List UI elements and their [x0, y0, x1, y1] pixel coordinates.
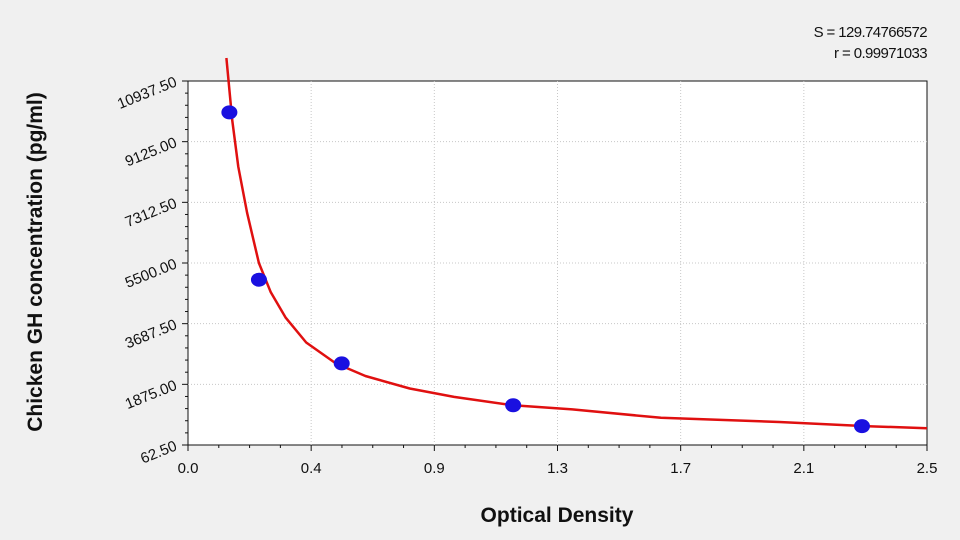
y-tick-label: 3687.50 — [123, 316, 180, 352]
data-point — [250, 272, 267, 287]
x-tick-label: 0.9 — [424, 460, 445, 477]
data-point — [333, 356, 350, 371]
minor-ticks — [182, 80, 928, 451]
data-point — [221, 105, 238, 120]
stat-r-value: r = 0.99971033 — [834, 45, 927, 62]
x-tick-label: 1.3 — [547, 460, 568, 477]
x-tick-label: 1.7 — [670, 460, 691, 477]
fit-curve-layer — [225, 57, 928, 430]
x-tick-label: 0.0 — [178, 460, 199, 477]
fit-curve — [225, 57, 928, 430]
stat-s-value: S = 129.74766572 — [814, 24, 928, 41]
y-tick-label: 10937.50 — [115, 74, 179, 113]
x-tick-label: 2.1 — [793, 460, 814, 477]
x-tick-label: 0.4 — [301, 460, 322, 477]
x-tick-label: 2.5 — [917, 460, 938, 477]
data-points — [221, 105, 870, 434]
y-tick-label: 1875.00 — [123, 377, 180, 413]
y-tick-label: 5500.00 — [123, 256, 180, 292]
x-axis-title: Optical Density — [481, 504, 634, 527]
y-axis-title: Chicken GH concentration (pg/ml) — [24, 92, 47, 432]
data-point — [505, 398, 522, 413]
data-point — [853, 419, 870, 434]
grid-lines — [188, 81, 927, 445]
y-tick-label: 62.50 — [138, 438, 179, 468]
y-tick-label: 7312.50 — [123, 195, 180, 231]
y-tick-label: 9125.00 — [123, 134, 180, 170]
